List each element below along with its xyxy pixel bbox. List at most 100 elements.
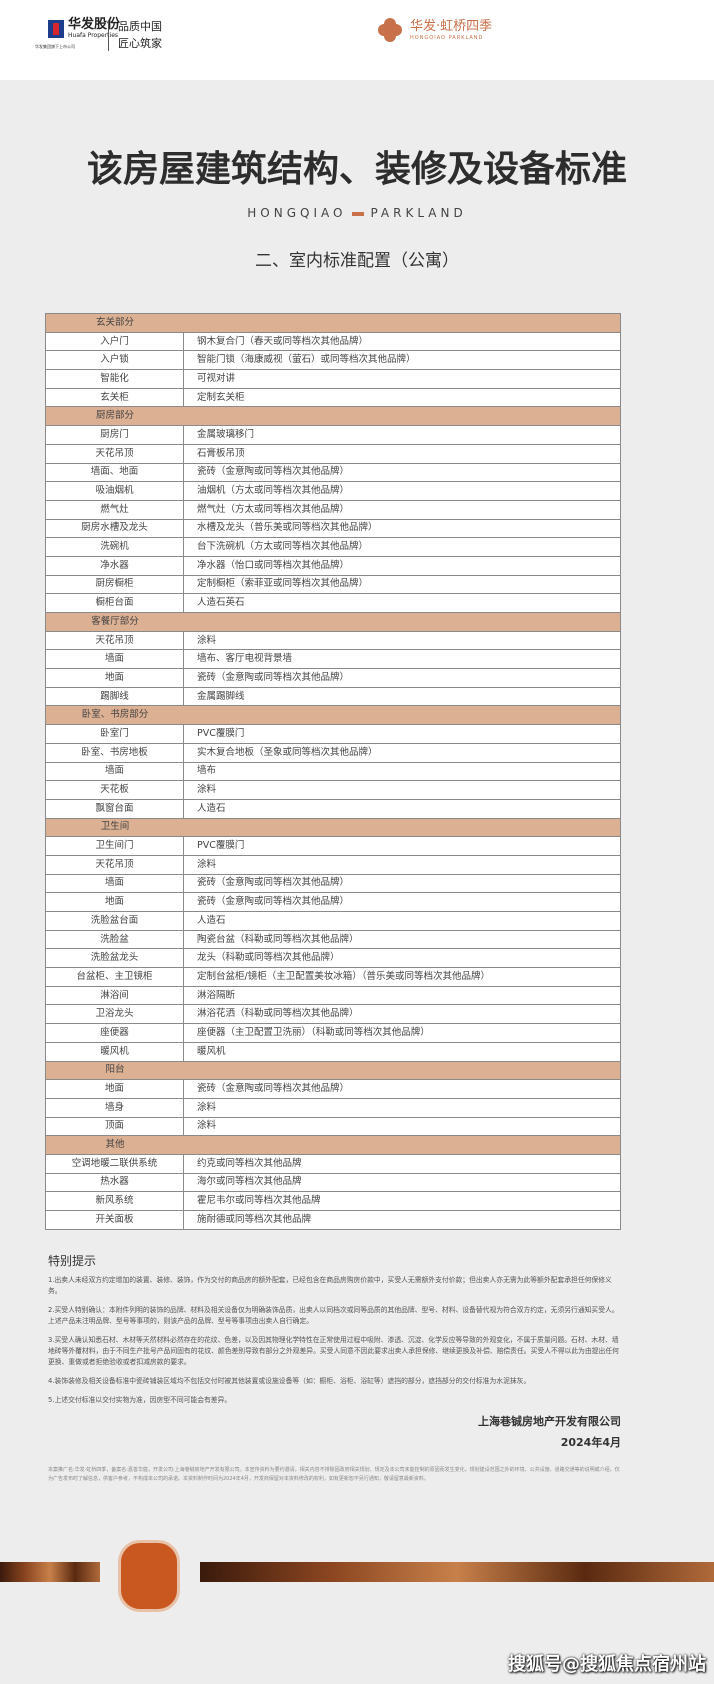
section-header-row: 其他 xyxy=(45,1135,621,1155)
table-row: 地面 瓷砖（金意陶或同等档次其他品牌） xyxy=(45,668,621,688)
item-spec: 瓷砖（金意陶或同等档次其他品牌） xyxy=(183,668,621,688)
item-name: 墙面 xyxy=(45,761,184,782)
table-row: 卫生间门 PVC覆膜门 xyxy=(45,836,621,856)
note-item: 1.出卖人未经双方约定增加的装置、装修、装饰，作为交付的商品房的额外配套，已经包… xyxy=(48,1275,612,1295)
huafa-subtitle: 华发集团旗下上市公司 xyxy=(35,44,75,49)
item-name: 厨房橱柜 xyxy=(45,574,184,595)
item-name: 入户门 xyxy=(45,331,184,352)
item-spec: 瓷砖（金意陶或同等档次其他品牌） xyxy=(183,1079,621,1099)
project-logo: 华发·虹桥四季 HONGQIAO PARKLAND xyxy=(378,18,492,42)
item-name: 开关面板 xyxy=(45,1210,184,1230)
table-row: 洗脸盆龙头 龙头（科勒或同等档次其他品牌） xyxy=(45,948,621,969)
section-header-row: 玄关部分 xyxy=(45,313,621,333)
table-row: 地面 瓷砖（金意陶或同等档次其他品牌） xyxy=(45,1079,621,1099)
item-name: 地面 xyxy=(45,892,184,912)
table-row: 飘窗台面 人造石 xyxy=(45,798,621,819)
item-name: 天花吊顶 xyxy=(45,630,184,651)
item-name: 卧室门 xyxy=(45,724,184,744)
item-spec: 瓷砖（金意陶或同等档次其他品牌） xyxy=(183,873,621,894)
item-spec: 霍尼韦尔或同等档次其他品牌 xyxy=(183,1191,621,1211)
special-notes: 特别提示 1.出卖人未经双方约定增加的装置、装修、装饰，作为交付的商品房的额外配… xyxy=(45,1254,621,1406)
item-name: 座便器 xyxy=(45,1023,184,1043)
item-spec: 定制玄关柜 xyxy=(183,387,621,408)
section-name: 卫生间 xyxy=(100,821,130,833)
note-item: 2.买受人特别确认：本附件列明的装饰的品牌、材料及相关设备仅为明确装饰品质，出卖… xyxy=(48,1305,619,1325)
standards-table: 玄关部分 入户门 钢木复合门（春天或同等档次其他品牌） 入户锁 智能门锁（海康威视（萤石… xyxy=(45,313,621,1230)
table-row: 卧室门 PVC覆膜门 xyxy=(45,724,621,744)
watermark: 搜狐号@搜狐焦点宿州站 xyxy=(508,1654,706,1675)
notes-title: 特别提示 xyxy=(48,1253,97,1268)
table-row: 墙面 墙布、客厅电视背景墙 xyxy=(45,649,621,670)
table-row: 地面 瓷砖（金意陶或同等档次其他品牌） xyxy=(45,892,621,912)
item-spec: 钢木复合门（春天或同等档次其他品牌） xyxy=(183,331,621,352)
item-spec: 涂料 xyxy=(183,1116,621,1137)
item-name: 顶面 xyxy=(45,1116,184,1137)
item-spec: 人造石 xyxy=(183,798,621,819)
item-name: 暖风机 xyxy=(45,1041,184,1062)
item-name: 天花板 xyxy=(45,780,184,800)
item-spec: 智能门锁（海康威视（萤石）或同等档次其他品牌） xyxy=(183,350,621,371)
section-name: 厨房部分 xyxy=(95,410,134,422)
item-spec: 约克或同等档次其他品牌 xyxy=(183,1153,621,1174)
table-row: 台盆柜、主卫镜柜 定制台盆柜/镜柜（主卫配置美妆冰箱）（普乐美或同等档次其他品牌） xyxy=(45,967,621,987)
item-spec: 淋浴隔断 xyxy=(183,985,621,1006)
table-row: 暖风机 暖风机 xyxy=(45,1041,621,1062)
item-name: 天花吊顶 xyxy=(45,854,184,875)
table-row: 洗脸盆 陶瓷台盆（科勒或同等档次其他品牌） xyxy=(45,929,621,950)
item-name: 淋浴间 xyxy=(45,985,184,1006)
company-name: 上海巷铖房地产开发有限公司 xyxy=(478,1414,621,1428)
content-flow: 玄关部分 入户门 钢木复合门（春天或同等档次其他品牌） 入户锁 智能门锁（海康威视（萤石… xyxy=(45,313,621,1484)
item-spec: 实木复合地板（圣象或同等档次其他品牌） xyxy=(183,742,621,763)
table-row: 踢脚线 金属踢脚线 xyxy=(45,686,621,707)
brand-line: HONGQIAO PARKLAND xyxy=(247,206,467,220)
item-name: 洗脸盆 xyxy=(45,929,184,950)
clover-icon xyxy=(378,18,402,42)
item-name: 新风系统 xyxy=(45,1191,184,1211)
item-name: 踢脚线 xyxy=(45,686,184,707)
issue-date: 2024年4月 xyxy=(560,1435,621,1449)
note-item: 3.买受人确认知悉石材、木材等天然材料必然存在的花纹、色差，以及因其物理化学特性… xyxy=(48,1335,619,1366)
clover-emblem-icon xyxy=(118,1540,180,1612)
item-name: 墙身 xyxy=(45,1097,184,1118)
table-row: 净水器 净水器（怡口或同等档次其他品牌） xyxy=(45,555,621,576)
table-row: 空调地暖二联供系统 约克或同等档次其他品牌 xyxy=(45,1153,621,1174)
huafa-logo: 华发股份 Huafa Properties xyxy=(48,18,120,39)
item-spec: 陶瓷台盆（科勒或同等档次其他品牌） xyxy=(183,929,621,950)
item-spec: 暖风机 xyxy=(183,1041,621,1062)
item-spec: 石膏板吊顶 xyxy=(183,443,621,464)
item-name: 吸油烟机 xyxy=(45,481,184,501)
item-spec: 海尔或同等档次其他品牌 xyxy=(183,1172,621,1193)
table-row: 玄关柜 定制玄关柜 xyxy=(45,387,621,408)
item-name: 空调地暖二联供系统 xyxy=(45,1153,184,1174)
table-row: 厨房水槽及龙头 水槽及龙头（普乐美或同等档次其他品牌） xyxy=(45,518,621,539)
table-row: 吸油烟机 油烟机（方太或同等档次其他品牌） xyxy=(45,481,621,501)
table-row: 橱柜台面 人造石英石 xyxy=(45,593,621,613)
section-name: 客餐厅部分 xyxy=(91,615,139,627)
table-row: 热水器 海尔或同等档次其他品牌 xyxy=(45,1172,621,1193)
item-spec: 水槽及龙头（普乐美或同等档次其他品牌） xyxy=(183,518,621,539)
item-spec: 净水器（怡口或同等档次其他品牌） xyxy=(183,555,621,576)
item-name: 洗碗机 xyxy=(45,537,184,557)
item-name: 卧室、书房地板 xyxy=(45,742,184,763)
section-subtitle: 二、室内标准配置（公寓） xyxy=(255,251,459,271)
table-row: 天花板 涂料 xyxy=(45,780,621,800)
item-name: 地面 xyxy=(45,668,184,688)
table-row: 墙面、地面 瓷砖（金意陶或同等档次其他品牌） xyxy=(45,462,621,483)
page-title: 该房屋建筑结构、装修及设备标准 xyxy=(86,149,627,190)
item-spec: 涂料 xyxy=(183,630,621,651)
item-name: 墙面、地面 xyxy=(45,462,184,483)
table-row: 墙面 墙布 xyxy=(45,761,621,782)
table-row: 洗脸盆台面 人造石 xyxy=(45,911,621,931)
item-name: 橱柜台面 xyxy=(45,593,184,613)
item-spec: 涂料 xyxy=(183,1097,621,1118)
section-header-row: 客餐厅部分 xyxy=(45,612,621,632)
item-name: 洗脸盆龙头 xyxy=(45,948,184,969)
item-spec: 定制台盆柜/镜柜（主卫配置美妆冰箱）（普乐美或同等档次其他品牌） xyxy=(183,967,621,987)
top-bar: 华发股份 Huafa Properties 华发集团旗下上市公司 品质中国 匠心筑家… xyxy=(0,0,714,80)
item-name: 卫浴龙头 xyxy=(45,1004,184,1025)
item-name: 厨房门 xyxy=(45,425,184,445)
item-name: 热水器 xyxy=(45,1172,184,1193)
table-row: 卧室、书房地板 实木复合地板（圣象或同等档次其他品牌） xyxy=(45,742,621,763)
divider xyxy=(108,21,109,51)
item-spec: 油烟机（方太或同等档次其他品牌） xyxy=(183,481,621,501)
